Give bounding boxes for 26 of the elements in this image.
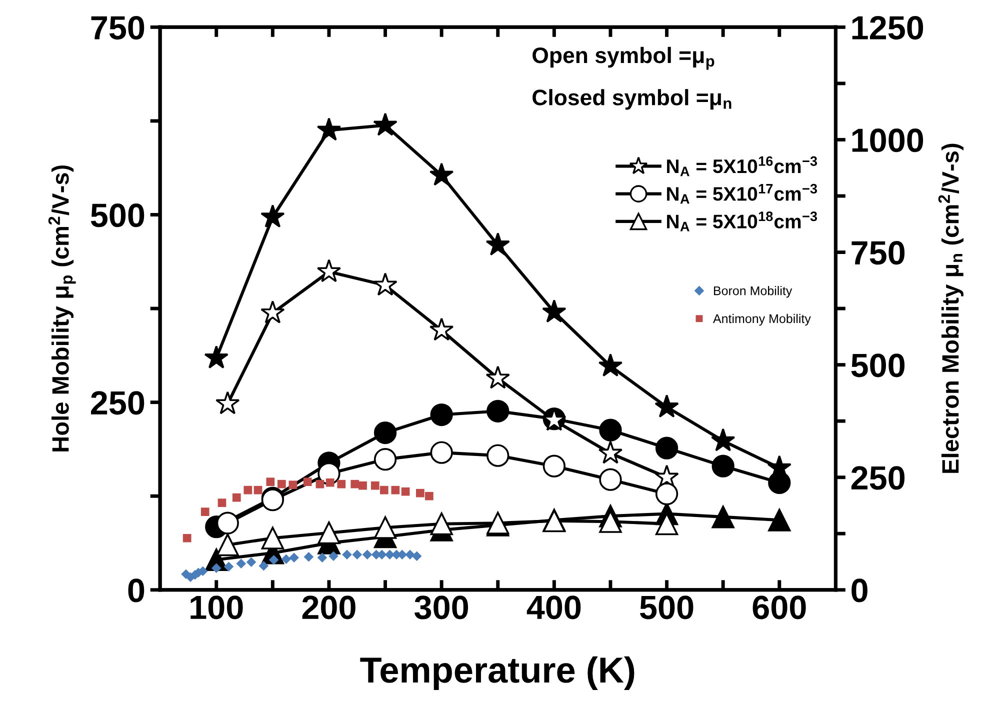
y2-tick-label: 1250 xyxy=(852,16,924,40)
y-tick-label: 500 xyxy=(90,204,144,228)
y-tick-label: 250 xyxy=(91,391,144,415)
x-tick-label: 300 xyxy=(414,596,468,620)
y-tick-label: 0 xyxy=(128,578,144,602)
x-axis-title: Temperature (K) xyxy=(360,656,634,690)
y2-tick-label: 1000 xyxy=(852,128,924,152)
annotation: Closed symbol =μ$_{n}$ xyxy=(532,89,732,110)
legend-label: N$_{A}$ = 5X10$^{16}$cm$^{−3}$ xyxy=(667,156,818,176)
x-tick-label: 100 xyxy=(190,596,243,620)
x-tick-label: 400 xyxy=(526,596,581,620)
y-axis-title: Hole Mobility μ$_{p}$ (cm$^{2}$/V-s) xyxy=(48,165,76,452)
y-tick-label: 750 xyxy=(91,16,144,40)
y2-tick-label: 500 xyxy=(851,354,905,378)
y2-axis-title: Electron Mobility μ$_{n}$ (cm$^{2}$/V-s) xyxy=(938,144,964,473)
legend-label: N$_{A}$ = 5X10$^{18}$cm$^{−3}$ xyxy=(667,212,818,232)
y2-tick-label: 250 xyxy=(851,466,905,490)
legend-label: Antimony Mobility xyxy=(713,314,811,326)
x-tick-label: 200 xyxy=(302,596,356,620)
legend-label: Boron Mobility xyxy=(714,286,792,298)
x-tick-label: 600 xyxy=(752,596,806,620)
legend-label: N$_{A}$ = 5X10$^{17}$cm$^{−3}$ xyxy=(667,184,818,204)
y2-tick-label: 0 xyxy=(852,578,868,602)
y2-tick-label: 750 xyxy=(852,241,905,265)
x-tick-label: 500 xyxy=(640,596,694,620)
annotation: Open symbol =μ$_{p}$ xyxy=(532,46,714,70)
